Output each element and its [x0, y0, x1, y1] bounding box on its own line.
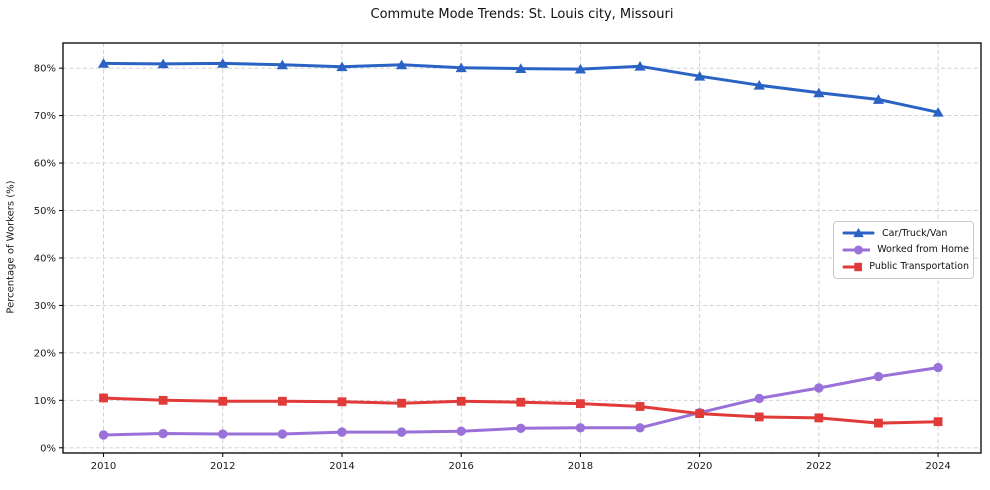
triangle-marker-icon [157, 58, 169, 69]
square-marker-icon [337, 397, 347, 407]
legend-line-triangle-icon [842, 228, 875, 238]
circle-marker-icon [456, 426, 466, 436]
circle-marker-icon [337, 427, 347, 437]
y-tick-label: 40% [34, 253, 56, 264]
legend-item-worked-from-home: Worked from Home [842, 242, 969, 258]
triangle-marker-icon [336, 61, 348, 72]
x-tick-label: 2022 [806, 461, 831, 472]
circle-marker-icon [158, 428, 168, 439]
legend-label: Worked from Home [877, 244, 969, 256]
square-marker-icon [576, 399, 585, 409]
circle-marker-icon [814, 383, 824, 393]
legend-label: Car/Truck/Van [882, 227, 948, 239]
y-tick-label: 70% [34, 111, 56, 122]
circle-marker-icon [516, 423, 526, 434]
y-tick-label: 0% [40, 443, 56, 454]
x-tick-label: 2020 [687, 461, 712, 472]
square-marker-icon [874, 418, 883, 428]
legend: Car/Truck/Van Worked from Home Public Tr… [833, 221, 974, 279]
triangle-marker-icon [853, 228, 864, 238]
legend-item-car-truck-van: Car/Truck/Van [842, 225, 969, 241]
square-marker-icon [854, 262, 863, 271]
square-marker-icon [516, 397, 526, 407]
triangle-marker-icon [872, 94, 885, 104]
triangle-marker-icon [217, 58, 229, 68]
plot-border [62, 42, 982, 454]
square-marker-icon [695, 409, 705, 419]
triangle-marker-icon [813, 87, 825, 98]
circle-marker-icon [854, 245, 863, 255]
circle-marker-icon [396, 427, 407, 437]
circle-marker-icon [98, 430, 109, 440]
triangle-marker-icon [574, 63, 587, 74]
square-marker-icon [99, 393, 108, 403]
circle-marker-icon [635, 423, 645, 433]
x-tick-label: 2016 [448, 461, 473, 472]
triangle-marker-icon [276, 59, 288, 70]
series-car-truck-van [97, 58, 944, 117]
y-tick-label: 10% [34, 396, 56, 407]
square-marker-icon [218, 396, 228, 406]
y-tick-label: 60% [34, 159, 56, 170]
triangle-marker-icon [515, 63, 527, 74]
x-tick-label: 2010 [91, 461, 116, 472]
triangle-marker-icon [634, 61, 646, 71]
y-tick-label: 20% [34, 348, 56, 359]
circle-marker-icon [575, 423, 586, 433]
square-marker-icon [754, 412, 764, 422]
square-marker-icon [158, 395, 168, 405]
triangle-marker-icon [97, 58, 110, 68]
y-tick-label: 30% [34, 301, 56, 312]
triangle-marker-icon [753, 80, 765, 90]
square-marker-icon [456, 396, 466, 406]
y-tick-label: 80% [34, 64, 56, 75]
square-marker-icon [933, 417, 943, 427]
legend-line-circle-icon [842, 245, 871, 255]
square-marker-icon [814, 413, 824, 423]
series-public-transportation [99, 393, 943, 428]
circle-marker-icon [218, 429, 228, 439]
legend-line-square-icon [842, 262, 863, 271]
x-tick-label: 2014 [329, 461, 354, 472]
legend-label: Public Transportation [869, 261, 969, 273]
triangle-marker-icon [455, 62, 467, 73]
y-tick-label: 50% [34, 206, 56, 217]
x-tick-label: 2012 [210, 461, 235, 472]
x-tick-label: 2024 [925, 461, 950, 472]
chart-title: Commute Mode Trends: St. Louis city, Mis… [370, 7, 674, 22]
triangle-marker-icon [694, 71, 706, 81]
legend-item-public-transportation: Public Transportation [842, 259, 969, 275]
circle-marker-icon [277, 429, 288, 439]
triangle-marker-icon [395, 59, 408, 70]
circle-marker-icon [873, 371, 884, 382]
square-marker-icon [635, 402, 645, 411]
triangle-marker-icon [932, 107, 944, 117]
square-marker-icon [277, 396, 287, 406]
circle-marker-icon [933, 362, 943, 373]
x-tick-label: 2018 [568, 461, 593, 472]
square-marker-icon [397, 398, 406, 408]
circle-marker-icon [754, 393, 764, 404]
